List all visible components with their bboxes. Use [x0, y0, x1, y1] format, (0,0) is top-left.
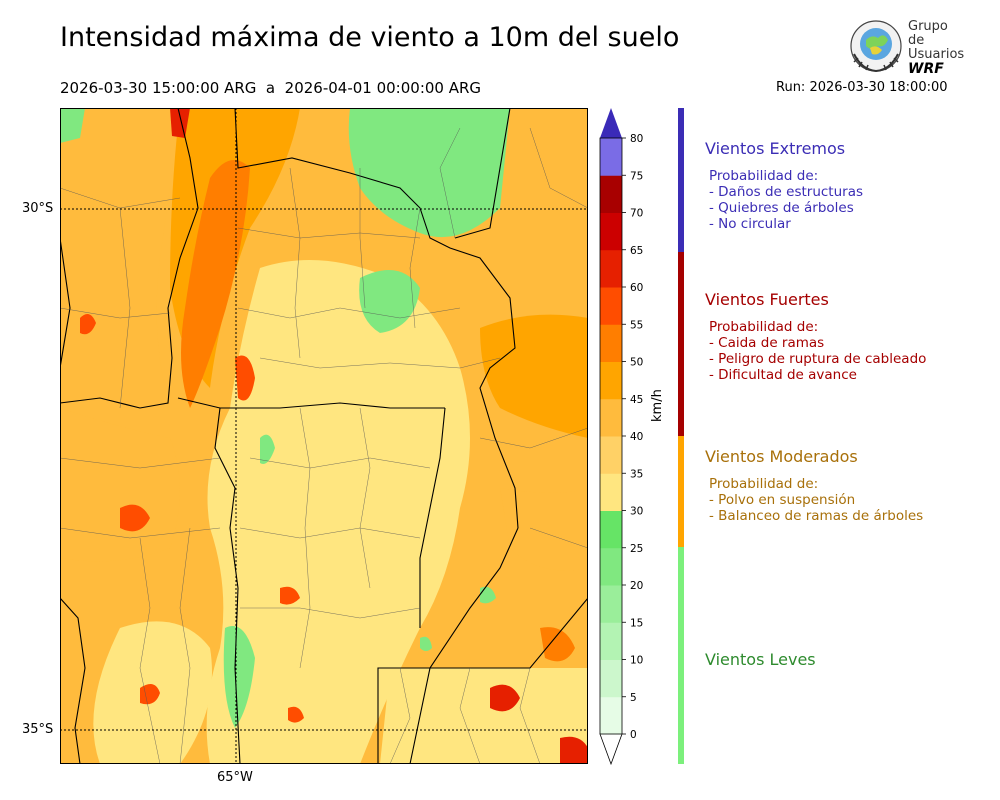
- wind-field-patch: [480, 586, 496, 604]
- category-title: Vientos Leves: [705, 650, 816, 669]
- wind-field-patch: [420, 636, 432, 651]
- wind-field-patch: [235, 355, 255, 401]
- graticule: [60, 108, 588, 764]
- colorbar-bin: [600, 622, 622, 660]
- forecast-period: 2026-03-30 15:00:00 ARG a 2026-04-01 00:…: [60, 79, 482, 97]
- colorbar-tick-label: 55: [630, 319, 643, 331]
- department-borders: [60, 127, 588, 764]
- wind-field-patch: [120, 504, 150, 532]
- wind-field-patch: [170, 108, 190, 138]
- wind-field-patch: [490, 684, 520, 712]
- lon-label-65w: 65°W: [217, 770, 253, 785]
- colorbar-tick-label: 25: [630, 543, 643, 555]
- colorbar-tick-label: 15: [630, 617, 643, 629]
- wind-field-patch: [223, 626, 255, 728]
- country-borders: [60, 108, 588, 764]
- colorbar-bin: [600, 510, 622, 549]
- colorbar-bin: [600, 212, 622, 251]
- wind-field-patch: [380, 668, 588, 764]
- wind-field-patch: [80, 314, 96, 335]
- wind-field-patch: [60, 108, 180, 408]
- wind-field-patch: [560, 736, 588, 764]
- wind-field-patch: [500, 488, 588, 571]
- colorbar-bin: [600, 175, 622, 213]
- colorbar-tick-label: 0: [630, 729, 637, 741]
- category-bar-moderados: [678, 436, 684, 547]
- colorbar-bin: [600, 696, 622, 735]
- wind-field-patch: [60, 408, 180, 562]
- colorbar-tick-label: 60: [630, 282, 643, 294]
- colorbar-tick-label: 50: [630, 357, 643, 369]
- colorbar-tick-label: 35: [630, 468, 643, 480]
- colorbar-unit-label: km/h: [650, 389, 665, 422]
- category-bar-leves: [678, 547, 684, 764]
- colorbar-bin: [600, 585, 622, 623]
- wind-field-patch: [280, 586, 300, 605]
- colorbar-tick-label: 80: [630, 133, 643, 145]
- wind-field-patches: [60, 108, 588, 764]
- wind-field-patch: [260, 434, 275, 464]
- category-title: Vientos Moderados: [705, 447, 858, 466]
- colorbar-bin: [600, 324, 622, 362]
- colorbar-tick-label: 30: [630, 506, 643, 518]
- colorbar-tick-label: 20: [630, 580, 643, 592]
- map-title: Intensidad máxima de viento a 10m del su…: [60, 22, 680, 53]
- colorbar-bin: [600, 138, 622, 176]
- wind-field-patch: [288, 706, 304, 723]
- logo-text: Grupo de Usuarios WRF: [908, 19, 965, 77]
- run-timestamp: Run: 2026-03-30 18:00:00: [776, 80, 948, 95]
- category-bar-extremos: [678, 108, 684, 252]
- colorbar-tick-label: 10: [630, 655, 643, 667]
- globe-emblem-icon: [850, 20, 902, 73]
- wrf-users-group-logo: Grupo de Usuarios WRF: [848, 18, 968, 77]
- colorbar-tick-label: 40: [630, 431, 643, 443]
- colorbar-bin: [600, 473, 622, 511]
- wind-field-patch: [480, 314, 588, 438]
- colorbar-tick-label: 45: [630, 394, 643, 406]
- colorbar-tick-label: 65: [630, 245, 643, 257]
- category-fuertes: Vientos Fuertes Probabilidad de: - Caida…: [705, 290, 927, 383]
- colorbar-bin: [600, 361, 622, 400]
- category-bar-fuertes: [678, 252, 684, 436]
- lat-label-30s: 30°S: [22, 201, 54, 216]
- colorbar-tick-label: 70: [630, 208, 643, 220]
- category-leves: Vientos Leves: [705, 650, 816, 679]
- wind-field-patch: [206, 260, 470, 764]
- colorbar-bin: [600, 249, 622, 288]
- lat-label-35s: 35°S: [22, 722, 54, 737]
- colorbar-bin: [600, 436, 622, 474]
- colorbar-under-extension: [599, 733, 623, 766]
- category-title: Vientos Fuertes: [705, 290, 829, 309]
- colorbar-tick-label: 75: [630, 170, 643, 182]
- colorbar-over-extension: [600, 108, 622, 138]
- wind-field-patch: [140, 684, 160, 705]
- colorbar-bin: [600, 547, 622, 586]
- wind-field-patch: [540, 627, 575, 662]
- colorbar-bin: [600, 398, 622, 437]
- category-extremos: Vientos Extremos Probabilidad de: - Daño…: [705, 139, 864, 232]
- colorbar-bin: [600, 287, 622, 325]
- category-moderados: Vientos Moderados Probabilidad de: - Pol…: [705, 447, 924, 524]
- map-frame: [60, 108, 588, 764]
- wind-speed-colorbar: 0 5 10 15 20 25 30 35 40 45 50 55 60 65 70 75 80: [599, 108, 643, 766]
- wind-intensity-map: [60, 108, 588, 764]
- colorbar-bin: [600, 659, 622, 698]
- colorbar-tick-label: 5: [630, 692, 637, 704]
- wind-field-patch: [348, 108, 510, 238]
- wind-field-patch: [181, 160, 250, 408]
- wind-field-patch: [60, 108, 85, 143]
- category-title: Vientos Extremos: [705, 139, 846, 158]
